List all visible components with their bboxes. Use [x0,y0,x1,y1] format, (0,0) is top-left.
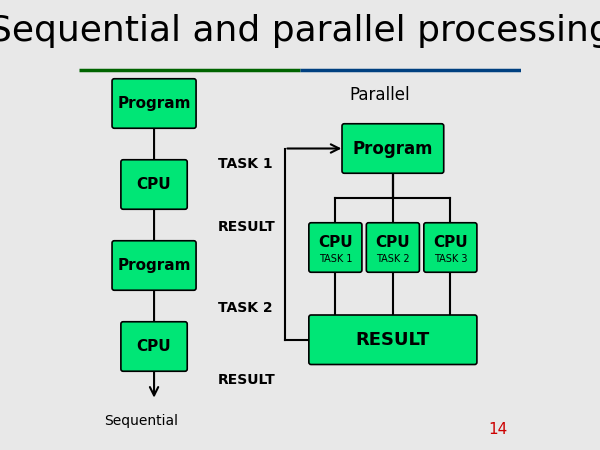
FancyBboxPatch shape [342,124,444,173]
FancyBboxPatch shape [309,223,362,272]
Text: TASK 1: TASK 1 [218,157,273,171]
Text: Program: Program [118,96,191,111]
Text: TASK 2: TASK 2 [376,254,410,264]
Text: TASK 2: TASK 2 [218,301,273,315]
Text: CPU: CPU [318,234,353,250]
FancyBboxPatch shape [424,223,477,272]
FancyBboxPatch shape [309,315,477,365]
Text: Program: Program [353,140,433,158]
Text: Parallel: Parallel [349,86,410,104]
Text: Program: Program [118,258,191,273]
Text: TASK 3: TASK 3 [434,254,467,264]
Text: 14: 14 [488,422,508,436]
Text: RESULT: RESULT [218,373,276,387]
Text: RESULT: RESULT [356,331,430,349]
Text: RESULT: RESULT [218,220,276,234]
Text: Sequential: Sequential [104,414,178,428]
Text: Sequential and parallel processing: Sequential and parallel processing [0,14,600,49]
Text: CPU: CPU [137,339,172,354]
Text: TASK 1: TASK 1 [319,254,352,264]
FancyBboxPatch shape [367,223,419,272]
Text: CPU: CPU [137,177,172,192]
FancyBboxPatch shape [112,241,196,290]
FancyBboxPatch shape [121,322,187,371]
Text: CPU: CPU [376,234,410,250]
FancyBboxPatch shape [112,79,196,128]
FancyBboxPatch shape [121,160,187,209]
Text: CPU: CPU [433,234,467,250]
